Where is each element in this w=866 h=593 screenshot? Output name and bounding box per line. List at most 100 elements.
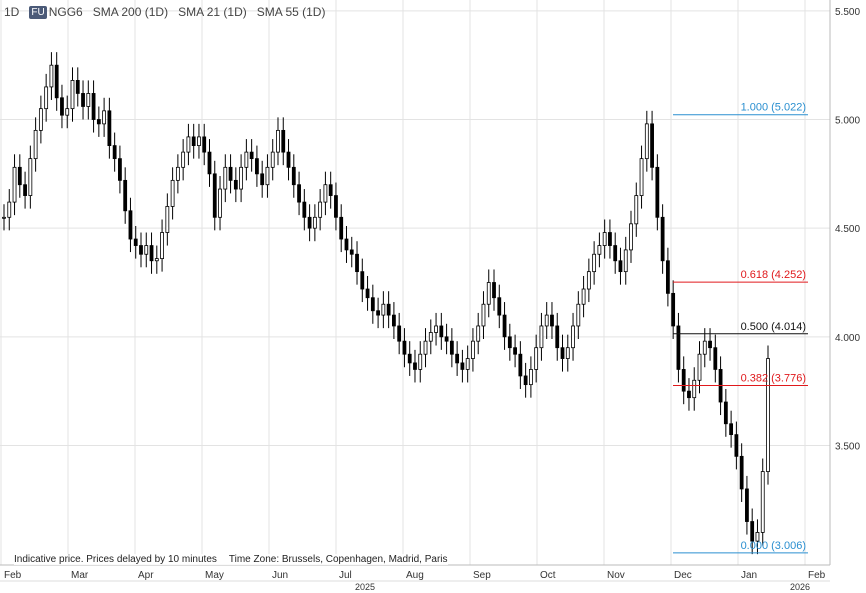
candle-body <box>244 151 249 168</box>
candle-body <box>486 282 491 305</box>
candle-body <box>344 238 349 251</box>
candle-body <box>328 184 333 196</box>
fib-level-label: 0.382 (3.776) <box>741 373 806 385</box>
candle-body <box>418 353 423 370</box>
candle-body <box>692 379 697 399</box>
candle-body <box>186 136 191 153</box>
y-tick-label: 3.500 <box>835 441 860 452</box>
candle-body <box>355 253 359 273</box>
candle-body <box>449 340 454 355</box>
x-tick-label: Jan <box>741 570 757 581</box>
candle-body <box>760 471 765 533</box>
candle-body <box>65 108 70 116</box>
candle-body <box>618 260 623 273</box>
candle-body <box>581 288 586 305</box>
candle-body <box>518 353 523 377</box>
candle-body <box>312 216 317 229</box>
indicator-sma55[interactable]: SMA 55 (1D) <box>256 5 326 19</box>
candle-body <box>107 110 112 146</box>
symbol-label[interactable]: NGG6 <box>48 5 83 19</box>
candle-body <box>513 347 517 355</box>
candle-body <box>144 245 149 255</box>
candle-body <box>349 249 354 255</box>
indicator-sma200[interactable]: SMA 200 (1D) <box>92 5 169 19</box>
year-label-2026: 2026 <box>790 582 810 592</box>
candle-body <box>323 184 328 203</box>
candle-body <box>592 253 597 273</box>
candle-body <box>392 314 396 327</box>
candle-body <box>428 332 433 342</box>
candle-body <box>413 362 417 370</box>
candle-body <box>365 288 370 299</box>
candle-body <box>402 340 407 355</box>
candle-body <box>534 347 539 370</box>
candle-body <box>128 210 133 240</box>
candle-body <box>476 325 481 342</box>
candle-body <box>54 64 59 99</box>
candle-body <box>381 303 386 316</box>
year-label-2025: 2025 <box>355 582 375 592</box>
candle-body <box>745 488 749 522</box>
candle-body <box>555 325 560 349</box>
candle-body <box>586 271 591 290</box>
candle-body <box>7 201 12 218</box>
candle-body <box>28 158 33 196</box>
candle-body <box>602 232 607 246</box>
interval-label[interactable]: 1D <box>4 5 20 19</box>
candle-body <box>729 423 734 436</box>
candle-body <box>434 325 438 333</box>
candle-body <box>439 325 444 338</box>
candle-body <box>560 347 565 359</box>
candle-body <box>523 375 528 386</box>
candle-body <box>608 232 612 246</box>
candle-body <box>302 201 307 218</box>
x-tick-label: Sep <box>473 570 491 581</box>
candle-body <box>465 358 470 370</box>
candle-body <box>502 314 507 338</box>
x-tick-label: Jul <box>339 570 352 581</box>
candle-body <box>255 158 259 175</box>
candle-body <box>460 362 465 370</box>
candle-body <box>175 166 180 181</box>
x-tick-label: Feb <box>4 570 22 581</box>
candle-body <box>170 179 175 207</box>
indicator-sma21[interactable]: SMA 21 (1D) <box>178 5 247 19</box>
candle-body <box>750 521 755 542</box>
candle-body <box>75 80 80 94</box>
exchange-badge: FU <box>29 5 47 19</box>
candle-body <box>623 249 628 273</box>
fib-level-label: 0.618 (4.252) <box>741 269 806 281</box>
candle-body <box>44 86 49 110</box>
candle-body <box>60 97 64 116</box>
candle-body <box>481 303 486 327</box>
candle-body <box>38 108 43 131</box>
candle-body <box>497 297 502 316</box>
candle-body <box>112 145 117 160</box>
candle-body <box>81 93 85 107</box>
candle-body <box>260 173 265 186</box>
candle-body <box>634 195 639 225</box>
candle-body <box>734 434 739 457</box>
x-tick-label: Nov <box>607 570 625 581</box>
candle-body <box>12 166 17 203</box>
candle-body <box>223 166 228 190</box>
candle-body <box>681 369 686 392</box>
candle-body <box>492 282 496 299</box>
candle-body <box>360 271 365 290</box>
candle-body <box>660 216 665 262</box>
fib-level-label: 0.000 (3.006) <box>741 540 806 552</box>
candle-body <box>671 292 676 327</box>
candle-body <box>471 340 475 359</box>
candle-body <box>265 166 270 186</box>
candle-body <box>154 258 159 262</box>
candle-body <box>218 188 222 218</box>
candle-body <box>639 158 644 196</box>
candle-body <box>133 238 138 246</box>
candle-body <box>276 129 280 153</box>
y-tick-label: 5.500 <box>835 7 860 18</box>
candle-body <box>291 166 296 186</box>
candle-body <box>334 195 338 218</box>
candle-body <box>123 179 128 212</box>
